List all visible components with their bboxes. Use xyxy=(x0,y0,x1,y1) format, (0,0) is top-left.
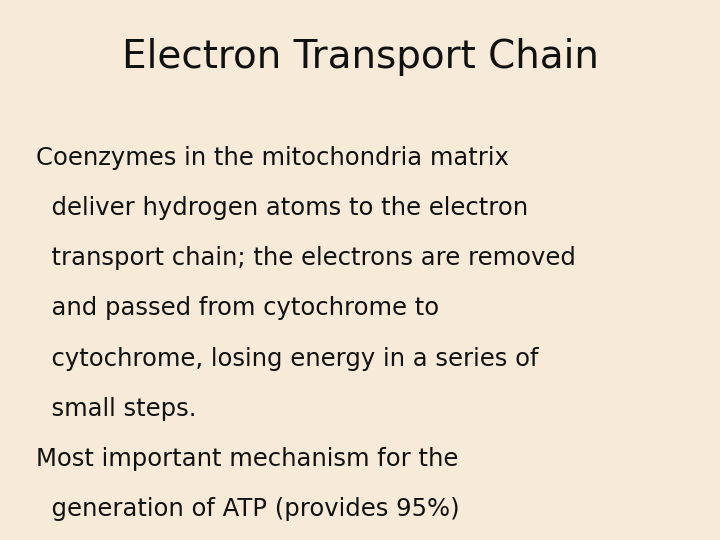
Text: Electron Transport Chain: Electron Transport Chain xyxy=(122,38,598,76)
Text: transport chain; the electrons are removed: transport chain; the electrons are remov… xyxy=(36,246,576,270)
Text: generation of ATP (provides 95%): generation of ATP (provides 95%) xyxy=(36,497,459,521)
Text: Coenzymes in the mitochondria matrix: Coenzymes in the mitochondria matrix xyxy=(36,146,509,170)
Text: cytochrome, losing energy in a series of: cytochrome, losing energy in a series of xyxy=(36,347,539,370)
Text: small steps.: small steps. xyxy=(36,397,197,421)
Text: and passed from cytochrome to: and passed from cytochrome to xyxy=(36,296,439,320)
Text: Most important mechanism for the: Most important mechanism for the xyxy=(36,447,459,471)
Text: deliver hydrogen atoms to the electron: deliver hydrogen atoms to the electron xyxy=(36,196,528,220)
